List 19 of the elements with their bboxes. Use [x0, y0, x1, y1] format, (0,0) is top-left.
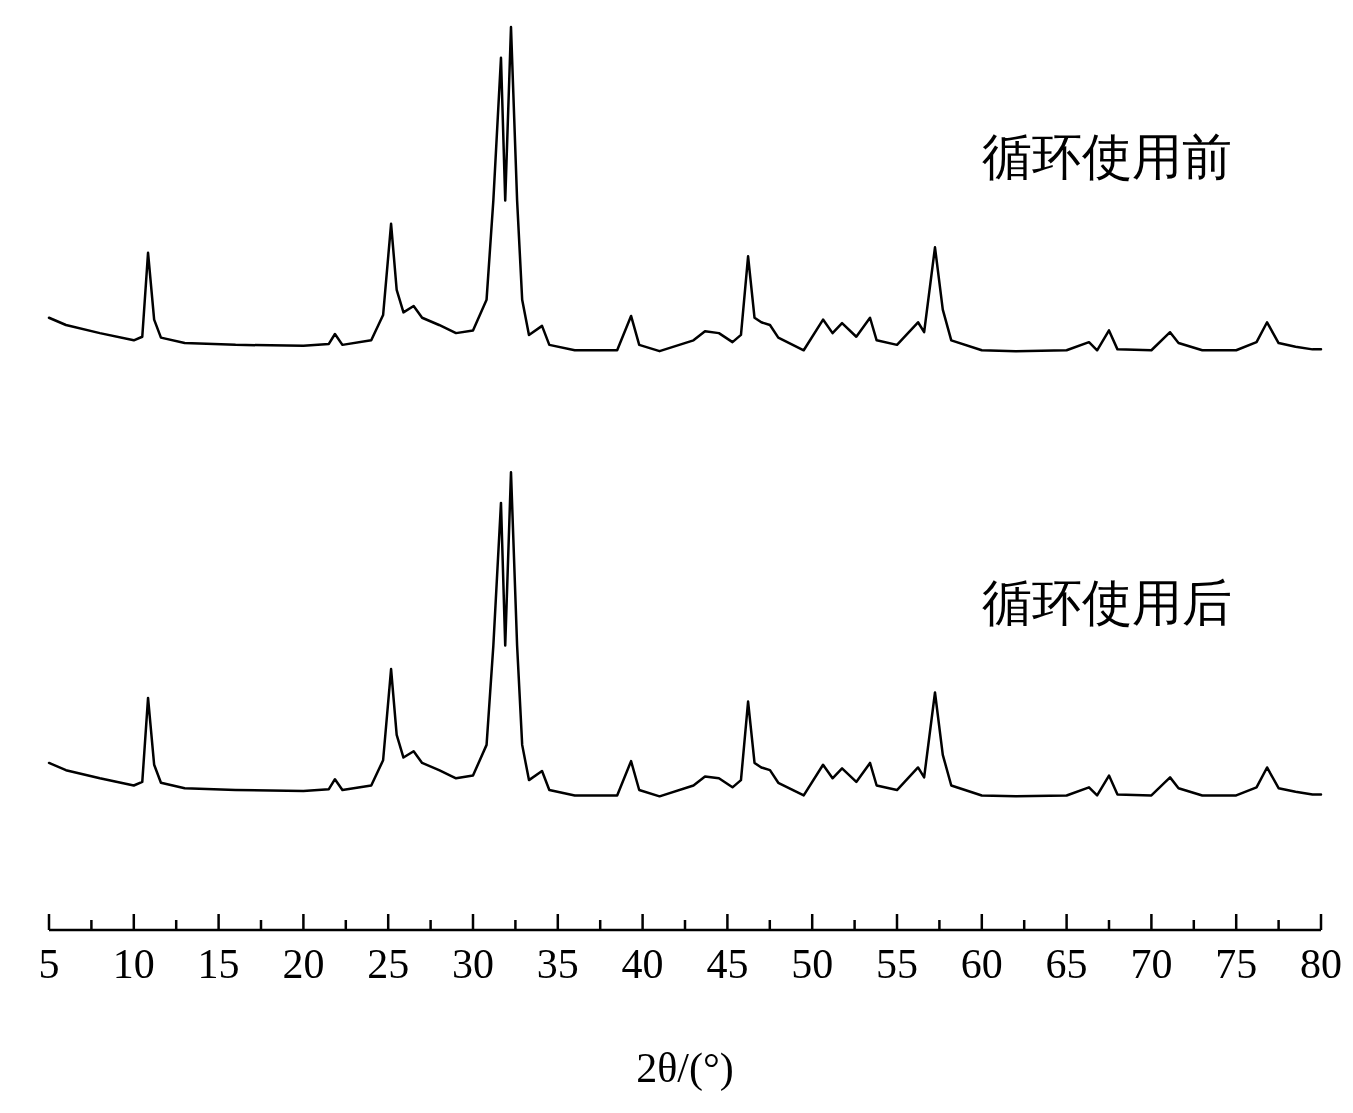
x-tick-label: 80 [1300, 941, 1342, 987]
series-label: 循环使用前 [982, 129, 1232, 186]
x-tick-label: 10 [112, 941, 155, 987]
x-tick-label: 15 [197, 941, 240, 987]
x-tick-label: 30 [452, 941, 494, 987]
x-tick-label: 50 [791, 941, 834, 987]
x-tick-label: 25 [367, 941, 410, 987]
series-label: 循环使用后 [982, 574, 1232, 631]
x-tick-label: 65 [1045, 941, 1088, 987]
x-tick-label: 70 [1130, 941, 1173, 987]
x-tick-label: 60 [960, 941, 1003, 987]
x-tick-label: 75 [1215, 941, 1258, 987]
x-tick-label: 20 [282, 941, 325, 987]
x-tick-label: 55 [876, 941, 918, 987]
x-tick-label: 40 [621, 941, 664, 987]
x-axis-title: 2θ/(°) [636, 1045, 734, 1092]
x-tick-label: 5 [38, 941, 60, 987]
x-tick-label: 45 [706, 941, 749, 987]
x-tick-label: 35 [536, 941, 579, 987]
